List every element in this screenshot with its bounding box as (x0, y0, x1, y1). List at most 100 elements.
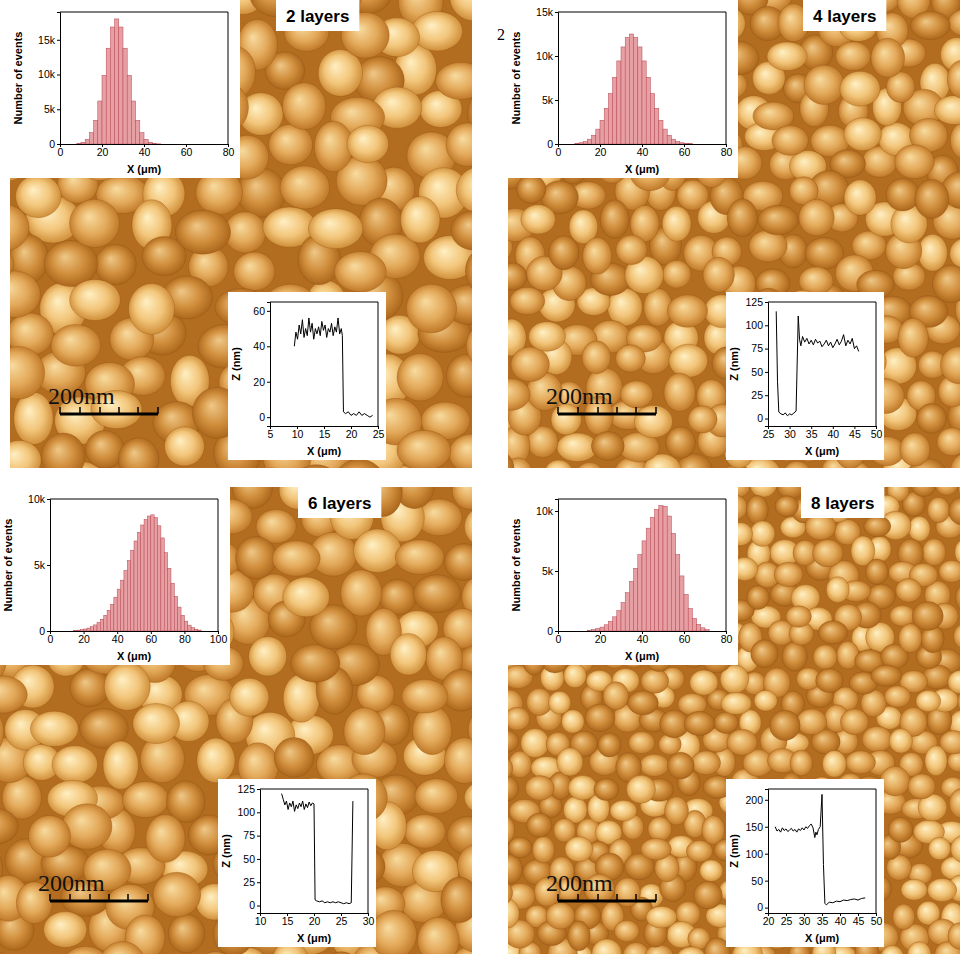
x-tick-label: 40 (637, 146, 649, 158)
afm-grain (527, 813, 553, 837)
x-tick: 20 (97, 144, 109, 158)
x-tick: 25 (336, 913, 348, 927)
afm-grain (772, 126, 808, 156)
afm-grain (616, 235, 647, 265)
afm-grain (796, 709, 826, 735)
afm-grain (52, 746, 98, 784)
histogram-bar (592, 135, 596, 144)
y-tick-mark (57, 40, 60, 41)
afm-grain (508, 756, 513, 780)
scale-bar-tick (127, 894, 129, 901)
panel-title-background (298, 487, 381, 518)
inset-background (726, 779, 884, 947)
y-axis-line (555, 13, 559, 145)
histogram-inset: 02040608010005k10kX (μm)Number of events (0, 487, 230, 665)
scale-bar-tick (118, 407, 120, 414)
x-axis: 253035404550 (763, 426, 883, 440)
y-tick: 60 (253, 305, 270, 317)
afm-grain (508, 289, 509, 323)
profile-line (775, 794, 865, 905)
y-tick: 10k (28, 493, 50, 505)
figure: 200nm 2 layers 0 20 40 60 80 05k10k15k X (μm) Num… (0, 0, 960, 954)
histogram-bar (90, 627, 93, 631)
panel-title-background (801, 487, 884, 518)
afm-grain (846, 751, 876, 774)
scale-bar: 200nm (38, 870, 148, 901)
afm-grain (880, 766, 910, 796)
x-tick: 40 (637, 144, 649, 158)
scale-bar-line (50, 900, 148, 903)
histogram-bar (650, 94, 654, 144)
afm-grain (840, 709, 868, 735)
histogram-bar (144, 139, 148, 144)
afm-grain (669, 344, 708, 377)
y-axis: 05k10k15k (38, 13, 60, 150)
histogram-bar (617, 611, 621, 631)
afm-grain (248, 468, 295, 469)
histogram-bar (596, 629, 600, 631)
afm-grain (751, 640, 778, 668)
histogram-bar (89, 133, 93, 144)
x-tick: 45 (849, 426, 861, 440)
histogram-bar (650, 517, 654, 631)
x-axis-title: X (μm) (625, 650, 660, 662)
afm-grain (70, 199, 120, 247)
histogram-bar (621, 603, 625, 631)
y-axis-title: Number of events (2, 519, 14, 612)
histogram-bar (600, 627, 604, 631)
x-tick-label: 20 (346, 428, 358, 440)
x-tick-label: 0 (58, 146, 64, 158)
x-tick: 50 (871, 426, 883, 440)
afm-grain (28, 816, 70, 858)
afm-grain (133, 703, 180, 743)
afm-grain (452, 487, 472, 509)
afm-grain (628, 732, 654, 754)
y-tick-mark (555, 100, 558, 101)
plot-area: 10152025300255075100125X (μm)Z (nm) (220, 783, 374, 944)
afm-grain (592, 939, 622, 954)
afm-grain (197, 952, 233, 954)
afm-grain (691, 751, 720, 775)
afm-grain (694, 881, 723, 909)
y-tick-mark (555, 144, 558, 145)
panel-title: 8 layers (801, 487, 884, 518)
x-tick: 45 (853, 913, 865, 927)
afm-grain (927, 878, 956, 901)
afm-grain (747, 585, 770, 609)
histogram-bar (74, 630, 77, 631)
afm-grain (881, 945, 904, 954)
afm-grain (402, 679, 448, 713)
afm-grain (41, 433, 85, 468)
afm-grain (610, 800, 637, 821)
afm-grain (911, 487, 936, 497)
afm-grain (353, 529, 401, 572)
y-tick-label: 10k (38, 68, 56, 80)
y-tick-label: 0 (757, 901, 763, 913)
scale-bar: 200nm (546, 383, 656, 414)
afm-grain (456, 166, 472, 214)
afm-grain (164, 427, 204, 466)
inset-background (218, 779, 376, 947)
x-tick-label: 80 (223, 146, 235, 158)
x-tick: 0 (58, 144, 64, 158)
x-tick: 0 (48, 631, 54, 645)
histogram-bar (137, 532, 140, 631)
x-tick: 15 (319, 426, 331, 440)
afm-background (0, 487, 472, 954)
afm-background (10, 0, 472, 468)
x-tick-label: 45 (849, 428, 861, 440)
afm-grain (620, 381, 653, 408)
inset-background (228, 292, 386, 460)
plot-frame (558, 12, 726, 144)
y-tick: 0 (39, 625, 50, 637)
x-tick-label: 10 (255, 915, 267, 927)
x-tick-label: 60 (679, 633, 691, 645)
afm-grain (901, 879, 927, 900)
histogram-bar (621, 47, 625, 144)
scale-bar-label: 200nm (546, 383, 613, 409)
y-tick: 0 (249, 899, 260, 911)
y-tick-label: 15k (536, 6, 554, 18)
afm-grain (511, 347, 549, 382)
x-tick: 25 (373, 426, 385, 440)
panel-title-text: 2 layers (286, 7, 349, 26)
